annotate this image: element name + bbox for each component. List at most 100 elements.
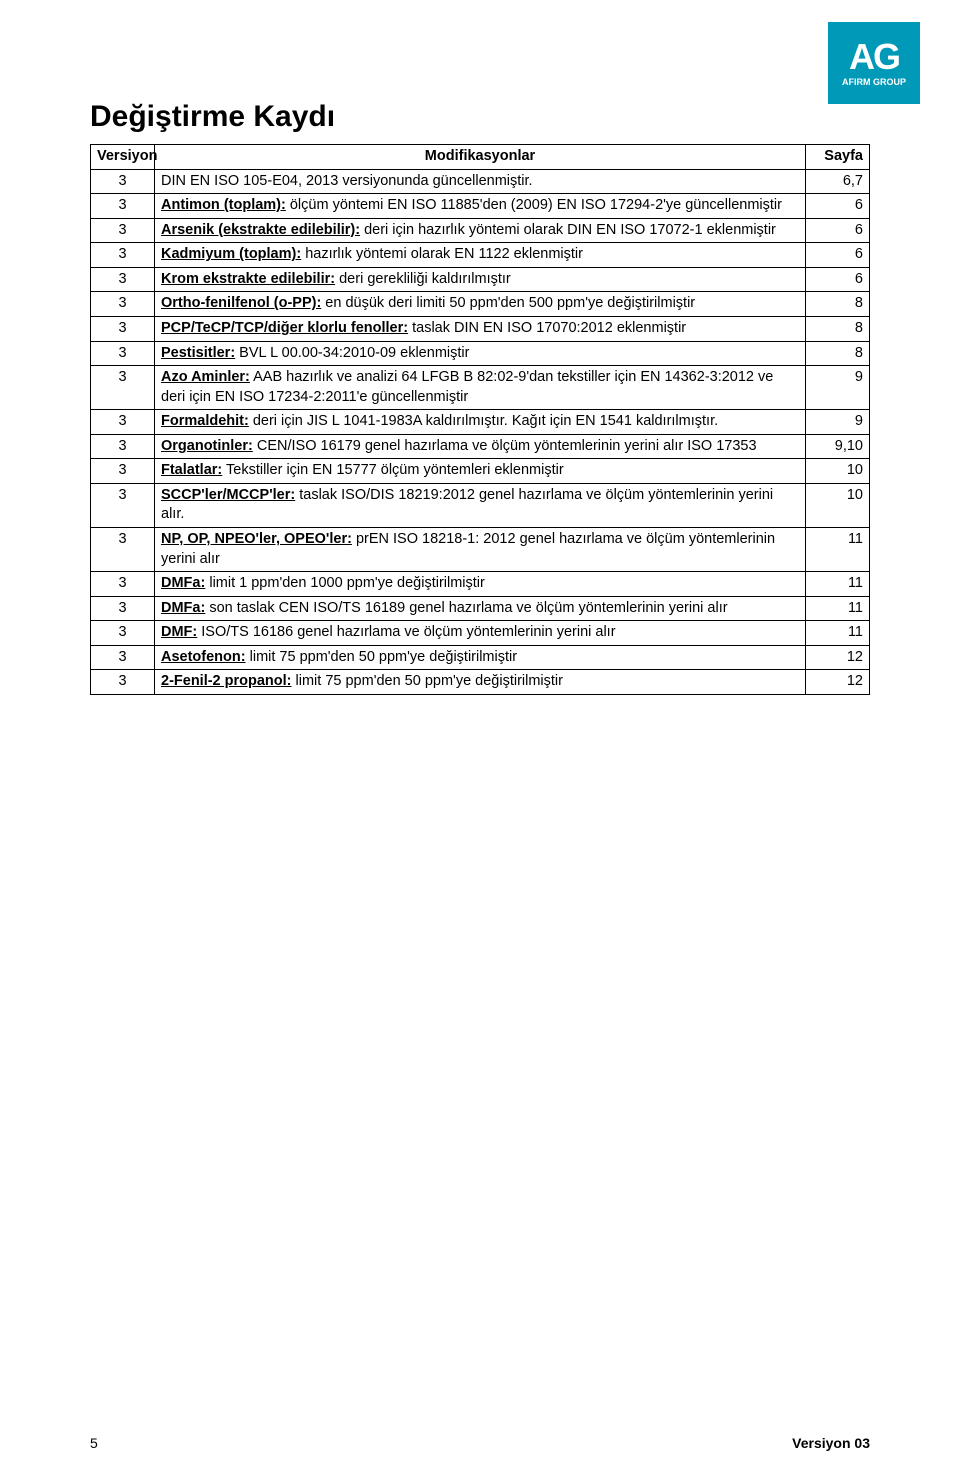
mod-label: Azo Aminler: (161, 369, 250, 385)
mod-label: 2-Fenil-2 propanol: (161, 673, 292, 689)
cell-version: 3 (91, 267, 155, 292)
th-version: Versiyon (91, 145, 155, 170)
cell-version: 3 (91, 243, 155, 268)
logo-main: AG (849, 39, 899, 75)
logo: AG AFIRM GROUP (828, 22, 920, 104)
cell-modification: PCP/TeCP/TCP/diğer klorlu fenoller: tasl… (155, 316, 806, 341)
cell-version: 3 (91, 645, 155, 670)
mod-desc: limit 75 ppm'den 50 ppm'ye değiştirilmiş… (246, 649, 517, 665)
table-row: 3DMFa: son taslak CEN ISO/TS 16189 genel… (91, 596, 870, 621)
mod-desc: deri için JIS L 1041-1983A kaldırılmıştı… (249, 413, 718, 429)
cell-modification: SCCP'ler/MCCP'ler: taslak ISO/DIS 18219:… (155, 483, 806, 527)
cell-modification: Arsenik (ekstrakte edilebilir): deri içi… (155, 218, 806, 243)
cell-version: 3 (91, 218, 155, 243)
cell-page: 8 (806, 292, 870, 317)
cell-page: 9,10 (806, 434, 870, 459)
cell-modification: Pestisitler: BVL L 00.00-34:2010-09 ekle… (155, 341, 806, 366)
mod-label: Antimon (toplam): (161, 197, 286, 213)
table-row: 3Ortho-fenilfenol (o-PP): en düşük deri … (91, 292, 870, 317)
footer: 5 Versiyon 03 (90, 1435, 870, 1451)
cell-version: 3 (91, 292, 155, 317)
table-row: 3Arsenik (ekstrakte edilebilir): deri iç… (91, 218, 870, 243)
cell-page: 10 (806, 483, 870, 527)
mod-label: Ftalatlar: (161, 462, 222, 478)
table-row: 3Ftalatlar: Tekstiller için EN 15777 ölç… (91, 459, 870, 484)
cell-page: 6 (806, 218, 870, 243)
cell-page: 6 (806, 194, 870, 219)
footer-version: Versiyon 03 (792, 1435, 870, 1451)
th-page: Sayfa (806, 145, 870, 170)
page-title: Değiştirme Kaydı (90, 100, 870, 134)
mod-label: Organotinler: (161, 438, 253, 454)
cell-modification: Organotinler: CEN/ISO 16179 genel hazırl… (155, 434, 806, 459)
cell-version: 3 (91, 169, 155, 194)
mod-desc: son taslak CEN ISO/TS 16189 genel hazırl… (205, 600, 727, 616)
cell-version: 3 (91, 341, 155, 366)
mod-desc: DIN EN ISO 105-E04, 2013 versiyonunda gü… (161, 173, 533, 189)
cell-modification: NP, OP, NPEO'ler, OPEO'ler: prEN ISO 182… (155, 528, 806, 572)
table-row: 32-Fenil-2 propanol: limit 75 ppm'den 50… (91, 670, 870, 695)
mod-desc: AAB hazırlık ve analizi 64 LFGB B 82:02-… (161, 369, 773, 405)
cell-page: 11 (806, 572, 870, 597)
cell-modification: Azo Aminler: AAB hazırlık ve analizi 64 … (155, 366, 806, 410)
cell-modification: Krom ekstrakte edilebilir: deri gereklil… (155, 267, 806, 292)
cell-page: 6,7 (806, 169, 870, 194)
table-row: 3Formaldehit: deri için JIS L 1041-1983A… (91, 410, 870, 435)
table-row: 3Kadmiyum (toplam): hazırlık yöntemi ola… (91, 243, 870, 268)
cell-version: 3 (91, 194, 155, 219)
cell-page: 9 (806, 410, 870, 435)
cell-modification: DMF: ISO/TS 16186 genel hazırlama ve ölç… (155, 621, 806, 646)
mod-label: PCP/TeCP/TCP/diğer klorlu fenoller: (161, 320, 408, 336)
cell-modification: Formaldehit: deri için JIS L 1041-1983A … (155, 410, 806, 435)
mod-desc: ISO/TS 16186 genel hazırlama ve ölçüm yö… (197, 624, 615, 640)
mod-label: Arsenik (ekstrakte edilebilir): (161, 222, 360, 238)
mod-desc: BVL L 00.00-34:2010-09 eklenmiştir (235, 345, 469, 361)
cell-modification: DMFa: son taslak CEN ISO/TS 16189 genel … (155, 596, 806, 621)
mod-label: Pestisitler: (161, 345, 235, 361)
table-row: 3DMFa: limit 1 ppm'den 1000 ppm'ye değiş… (91, 572, 870, 597)
logo-sub: AFIRM GROUP (842, 77, 906, 87)
cell-modification: DIN EN ISO 105-E04, 2013 versiyonunda gü… (155, 169, 806, 194)
mod-desc: deri gerekliliği kaldırılmıştır (335, 271, 511, 287)
change-record-table: Versiyon Modifikasyonlar Sayfa 3 DIN EN I… (90, 144, 870, 695)
cell-page: 10 (806, 459, 870, 484)
cell-version: 3 (91, 670, 155, 695)
cell-page: 6 (806, 243, 870, 268)
table-header-row: Versiyon Modifikasyonlar Sayfa (91, 145, 870, 170)
mod-desc: taslak DIN EN ISO 17070:2012 eklenmiştir (408, 320, 686, 336)
table-body: 3 DIN EN ISO 105-E04, 2013 versiyonunda g… (91, 169, 870, 694)
cell-version: 3 (91, 316, 155, 341)
table-row: 3SCCP'ler/MCCP'ler: taslak ISO/DIS 18219… (91, 483, 870, 527)
mod-label: Asetofenon: (161, 649, 246, 665)
cell-modification: Antimon (toplam): ölçüm yöntemi EN ISO 1… (155, 194, 806, 219)
mod-label: DMFa: (161, 600, 205, 616)
mod-label: Krom ekstrakte edilebilir: (161, 271, 335, 287)
cell-modification: Kadmiyum (toplam): hazırlık yöntemi olar… (155, 243, 806, 268)
cell-modification: 2-Fenil-2 propanol: limit 75 ppm'den 50 … (155, 670, 806, 695)
cell-version: 3 (91, 366, 155, 410)
cell-modification: Ftalatlar: Tekstiller için EN 15777 ölçü… (155, 459, 806, 484)
table-row: 3Azo Aminler: AAB hazırlık ve analizi 64… (91, 366, 870, 410)
table-row: 3PCP/TeCP/TCP/diğer klorlu fenoller: tas… (91, 316, 870, 341)
mod-label: NP, OP, NPEO'ler, OPEO'ler: (161, 531, 352, 547)
mod-desc: en düşük deri limiti 50 ppm'den 500 ppm'… (321, 295, 695, 311)
mod-label: DMF: (161, 624, 197, 640)
cell-version: 3 (91, 459, 155, 484)
mod-label: DMFa: (161, 575, 205, 591)
mod-desc: hazırlık yöntemi olarak EN 1122 eklenmiş… (301, 246, 583, 262)
cell-version: 3 (91, 483, 155, 527)
mod-desc: limit 1 ppm'den 1000 ppm'ye değiştirilmi… (205, 575, 485, 591)
cell-version: 3 (91, 596, 155, 621)
table-row: 3Organotinler: CEN/ISO 16179 genel hazır… (91, 434, 870, 459)
cell-page: 11 (806, 528, 870, 572)
cell-version: 3 (91, 621, 155, 646)
mod-label: Kadmiyum (toplam): (161, 246, 301, 262)
table-row: 3Antimon (toplam): ölçüm yöntemi EN ISO … (91, 194, 870, 219)
mod-desc: Tekstiller için EN 15777 ölçüm yöntemler… (222, 462, 563, 478)
cell-page: 12 (806, 670, 870, 695)
cell-page: 11 (806, 621, 870, 646)
mod-desc: CEN/ISO 16179 genel hazırlama ve ölçüm y… (253, 438, 757, 454)
table-row: 3DMF: ISO/TS 16186 genel hazırlama ve öl… (91, 621, 870, 646)
mod-desc: limit 75 ppm'den 50 ppm'ye değiştirilmiş… (292, 673, 563, 689)
cell-page: 11 (806, 596, 870, 621)
